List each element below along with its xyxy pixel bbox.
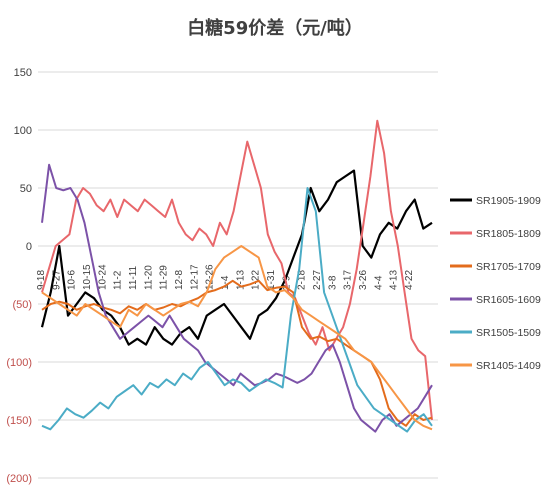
x-tick-label: 11-29 [159,265,170,290]
y-tick-label: (100) [6,357,32,369]
y-tick-label: (50) [12,299,32,311]
x-tick-label: 1-31 [266,270,277,290]
series-line-sr1905-1909 [40,169,433,346]
x-tick-label: 9-27 [51,270,62,290]
x-tick-label: 10-15 [82,264,93,290]
x-tick-label: 2-27 [312,270,323,290]
series-line-sr1405-1409 [41,245,433,431]
legend-entry: SR1605-1609 [476,294,541,306]
x-tick-label: 11-20 [143,265,154,290]
y-tick-label: 100 [14,125,32,137]
legend-entry: SR1505-1509 [476,327,541,339]
y-tick-label: (150) [6,415,32,427]
y-tick-label: 150 [14,67,32,79]
series-line-sr1605-1609 [41,163,433,433]
y-tick-label: (200) [6,473,32,485]
x-tick-label: 1-22 [251,270,262,290]
x-tick-label: 12-17 [189,264,200,290]
x-tick-label: 11-11 [128,265,139,290]
x-tick-label: 4-4 [373,275,384,290]
x-tick-label: 2-18 [297,270,308,290]
x-tick-label: 10-24 [97,264,108,290]
x-tick-label: 12-26 [205,264,216,290]
series-line-sr1805-1809 [41,119,433,421]
x-tick-label: 11-2 [113,270,124,290]
x-tick-label: 3-17 [343,270,354,290]
x-tick-label: 10-6 [67,270,78,290]
chart-title: 白糖59价差（元/吨） [187,18,363,39]
x-tick-label: 3-8 [327,275,338,290]
series-line-sr1505-1509 [41,187,433,433]
y-tick-label: 50 [20,183,32,195]
legend-entry: SR1705-1709 [476,261,541,273]
x-tick-label: 4-22 [404,270,415,290]
legend-entry: SR1805-1809 [476,228,541,240]
legend-entry: SR1905-1909 [476,195,541,207]
x-tick-label: 1-13 [235,270,246,290]
legend-entry: SR1405-1409 [476,360,541,372]
x-tick-label: 9-18 [36,270,47,290]
x-tick-label: 1-4 [220,275,231,290]
x-tick-label: 4-13 [389,270,400,290]
x-tick-label: 12-8 [174,270,185,290]
x-tick-label: 3-26 [358,270,369,290]
y-tick-label: 0 [26,241,32,253]
